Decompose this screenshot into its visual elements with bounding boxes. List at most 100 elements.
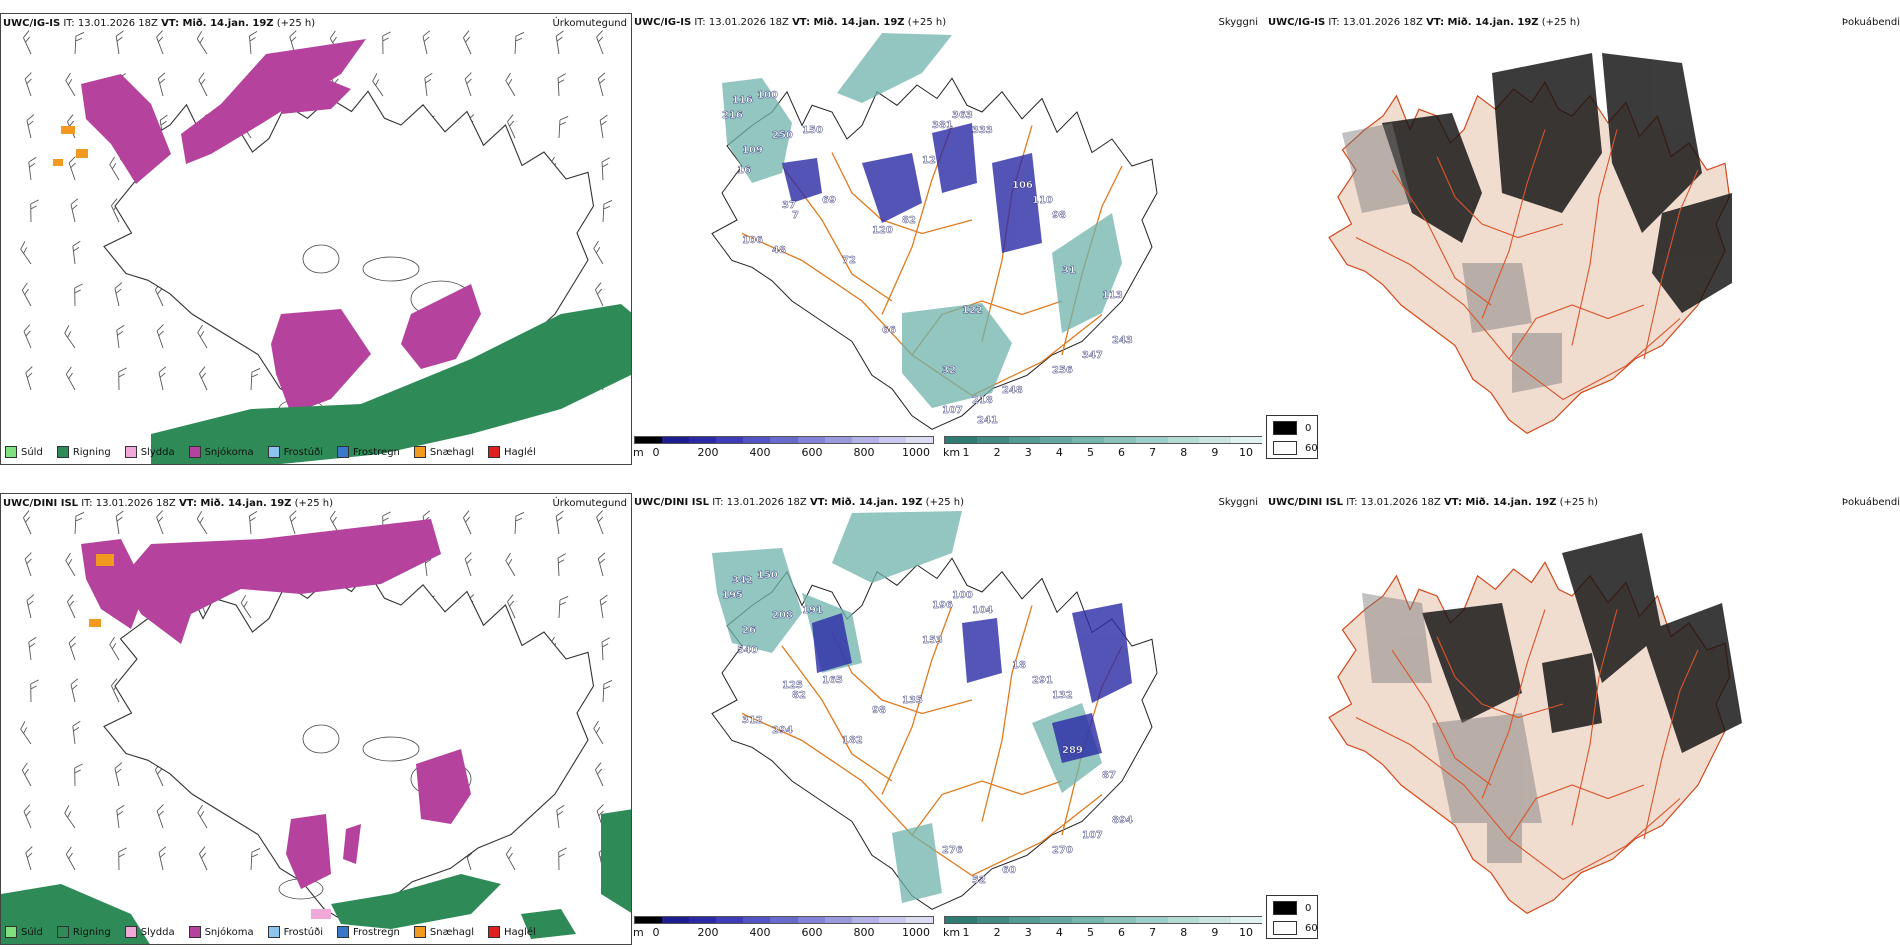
fog-map (1328, 533, 1742, 915)
visibility-value-label: 69 (822, 195, 836, 206)
snow-areas (81, 39, 481, 414)
visibility-value-label: 110 (1032, 195, 1053, 206)
visibility-value-label: 18 (1012, 660, 1026, 671)
colorbar-tick-label: 2 (993, 926, 1001, 939)
visibility-value-label: 98 (872, 705, 886, 716)
road-line (981, 605, 1033, 822)
visibility-labels: 116 100 216 250 150 109 16 377 69 48 106 72 120 82 12 3… (722, 90, 1133, 426)
wind-barb (24, 552, 32, 577)
legend-swatch (337, 446, 349, 458)
wind-barb (72, 720, 81, 745)
wind-barb (596, 30, 604, 55)
wind-barb (240, 594, 252, 619)
wind-barb (64, 325, 76, 349)
colorbar-segment (743, 917, 771, 923)
wind-barb (197, 804, 208, 829)
red-roads (1355, 609, 1699, 881)
legend-label: Frostúði (283, 446, 323, 458)
colorbar-tick-label: 1 (962, 926, 970, 939)
colorbar-segment (1167, 437, 1200, 443)
visibility-value-label: 116 (732, 95, 753, 106)
colorbar-segment (878, 437, 906, 443)
visibility-value-label: 122 (962, 305, 983, 316)
colorbar-segment (1040, 917, 1073, 923)
wind-barb (156, 30, 164, 55)
panel-title: Þokuábendi (1841, 497, 1900, 508)
wind-barb (596, 510, 604, 535)
visibility-value-label: 125 (782, 680, 803, 691)
visibility-value-label: 106 (742, 235, 763, 246)
colorbar-tick-label: 6 (1118, 446, 1126, 459)
colorbar-segment (635, 917, 663, 923)
colorbar-segment (716, 917, 744, 923)
wind-barb (115, 510, 124, 535)
visibility-value-label: 7 (792, 210, 799, 221)
fog-white-swatch (1273, 921, 1297, 935)
legend-item: Haglél (488, 926, 536, 938)
legend-item: Frostúði (267, 926, 323, 938)
wind-barb (557, 553, 567, 577)
visibility-value-label: 291 (1032, 675, 1053, 686)
wind-barb (599, 114, 608, 139)
colorbar-segment (945, 917, 977, 923)
wind-barb (248, 511, 258, 535)
legend-item: Rigning (56, 926, 111, 938)
colorbar-segment (1008, 437, 1041, 443)
colorbar-segment (797, 917, 825, 923)
visibility-value-label: 60 (1002, 865, 1016, 876)
visibility-value-label: 381 (932, 120, 953, 131)
wind-barb (118, 367, 127, 391)
wind-barb (156, 804, 164, 829)
cloudbase-colorbar-segments (634, 916, 934, 924)
legend-swatch (124, 446, 137, 458)
visibility-value-label: 150 (802, 125, 823, 136)
wind-barb (109, 156, 120, 181)
colorbar-tick-label: 800 (853, 926, 875, 939)
wind-barb (26, 594, 35, 619)
wind-barb (198, 72, 208, 97)
legend-label: Rigning (72, 926, 111, 938)
road-line (1481, 129, 1546, 319)
wind-barb (74, 283, 83, 307)
panel-header: UWC/DINI ISL IT: 13.01.2026 18Z VT: Mið.… (634, 497, 965, 508)
colorbar-tick-label: 600 (801, 446, 823, 459)
wind-barb (116, 804, 125, 829)
wind-barb (382, 31, 391, 55)
legend-swatch (188, 446, 201, 458)
fog-index-dark-areas (1422, 533, 1742, 753)
visibility-value-label: 150 (757, 570, 778, 581)
wind-barb (505, 552, 516, 577)
panel-header: UWC/IG-IS IT: 13.01.2026 18Z VT: Mið. 14… (3, 18, 316, 29)
road-line (781, 645, 893, 782)
road-line (1481, 609, 1546, 799)
visibility-map: 116 100 216 250 150 109 16 377 69 48 106 72 120 82 12 3… (711, 33, 1158, 430)
fog-panel-row2: UWC/DINI ISL IT: 13.01.2026 18Z VT: Mið.… (1262, 493, 1900, 945)
legend-label: Snæhagl (429, 926, 475, 938)
visibility-colorbar-segments (944, 916, 1262, 924)
colorbar-tick-label: 7 (1149, 926, 1157, 939)
wind-barb (21, 762, 32, 787)
visibility-value-label: 32 (942, 365, 956, 376)
cloudbase-unit: m (633, 446, 644, 459)
wind-barb (602, 680, 613, 703)
wind-barb (464, 72, 472, 97)
wind-barb (422, 30, 431, 55)
cloudbase-ticks: 0 200 400 600 800 1000 (634, 446, 934, 459)
visibility-value-label: 82 (902, 215, 916, 226)
colorbar-segment (976, 917, 1009, 923)
colorbar-segment (662, 437, 690, 443)
visibility-value-label: 106 (1012, 180, 1033, 191)
fog-white-value: 60 (1305, 442, 1318, 454)
legend-label: Súld (21, 926, 43, 938)
colorbar-segment (1135, 437, 1168, 443)
fog-black-value: 0 (1305, 902, 1312, 914)
wind-barb (250, 368, 261, 391)
visibility-value-label: 113 (1102, 290, 1123, 301)
legend-label: Rigning (72, 446, 111, 458)
precip-type-map (1, 510, 631, 944)
legend-item: Slydda (124, 926, 175, 938)
visibility-value-label: 132 (1052, 690, 1073, 701)
legend-label: Súld (21, 446, 43, 458)
colorbar-segment (976, 437, 1009, 443)
colorbar-segment (824, 917, 852, 923)
